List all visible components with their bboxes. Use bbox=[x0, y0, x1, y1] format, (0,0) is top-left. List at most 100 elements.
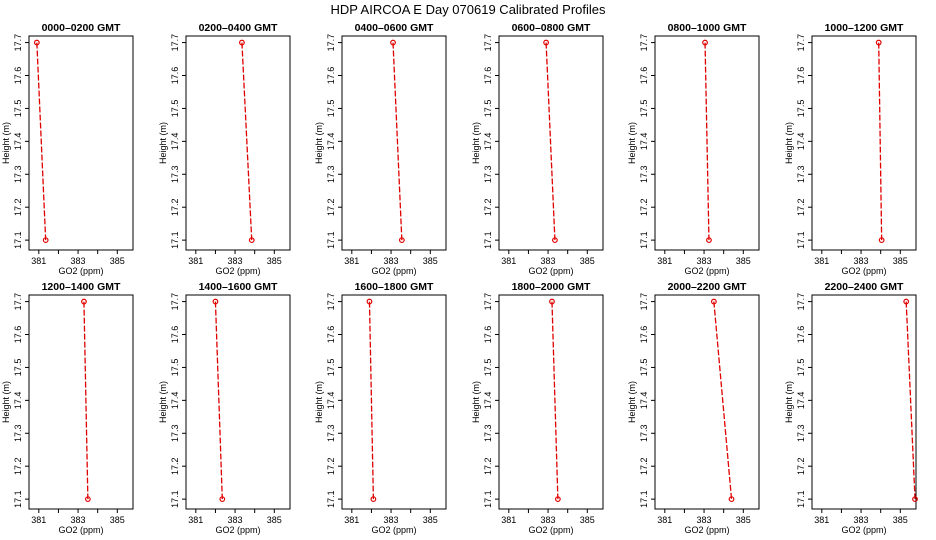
y-tick-label: 17.3 bbox=[639, 166, 649, 184]
data-point bbox=[903, 298, 910, 305]
panel-9: 1600–1800 GMT 17.1 17.2 17.3 17.4 17.5 17.6 17.… bbox=[314, 281, 447, 535]
y-tick-label: 17.1 bbox=[639, 490, 649, 508]
profile-line bbox=[392, 42, 403, 241]
x-tick-label: 381 bbox=[501, 256, 516, 266]
y-tick-label: 17.7 bbox=[796, 34, 806, 52]
y-tick-label: 17.4 bbox=[639, 392, 649, 410]
y-tick-label: 17.2 bbox=[326, 457, 336, 475]
y-tick-label: 17.3 bbox=[796, 425, 806, 443]
data-point bbox=[706, 237, 712, 244]
y-tick-label: 17.5 bbox=[483, 100, 493, 118]
panel-title: 1200–1400 GMT bbox=[42, 281, 121, 293]
y-tick-label: 17.1 bbox=[170, 231, 180, 249]
plot-frame bbox=[185, 294, 291, 510]
x-tick-label: 381 bbox=[31, 256, 46, 266]
x-tick-label: 381 bbox=[501, 515, 516, 525]
y-tick-label: 17.5 bbox=[170, 359, 180, 377]
panel-3: 0400–0600 GMT 17.1 17.2 17.3 17.4 17.5 17.6 17.… bbox=[314, 22, 447, 276]
data-point bbox=[390, 39, 396, 46]
y-tick-label: 17.4 bbox=[170, 392, 180, 410]
y-tick-label: 17.5 bbox=[639, 100, 649, 118]
profile-line bbox=[878, 42, 883, 241]
y-tick-label: 17.2 bbox=[170, 198, 180, 216]
panel-12: 2200–2400 GMT 17.1 17.2 17.3 17.4 17.5 17.6 17.… bbox=[784, 281, 918, 535]
profile-line bbox=[545, 42, 556, 241]
y-tick-label: 17.1 bbox=[326, 490, 336, 508]
data-point bbox=[81, 298, 87, 305]
data-point bbox=[710, 298, 717, 305]
y-tick-label: 17.4 bbox=[483, 392, 493, 410]
x-tick-label: 383 bbox=[228, 256, 243, 266]
profile-line bbox=[704, 42, 710, 241]
figure-title: HDP AIRCOA E Day 070619 Calibrated Profi… bbox=[330, 2, 606, 17]
y-tick-label: 17.3 bbox=[170, 166, 180, 184]
panel-title: 0600–0800 GMT bbox=[512, 22, 591, 34]
panel-title: 1400–1600 GMT bbox=[199, 281, 278, 293]
y-tick-label: 17.1 bbox=[326, 231, 336, 249]
profile-line bbox=[713, 301, 733, 500]
y-tick-label: 17.6 bbox=[639, 67, 649, 85]
y-tick-label: 17.1 bbox=[483, 490, 493, 508]
x-axis-label: GO2 (ppm) bbox=[528, 525, 573, 535]
y-tick-label: 17.4 bbox=[796, 392, 806, 410]
y-tick-label: 17.1 bbox=[13, 231, 23, 249]
panel-title: 1800–2000 GMT bbox=[512, 281, 591, 293]
profile-line bbox=[36, 42, 47, 241]
profile-line bbox=[83, 301, 89, 500]
x-tick-label: 385 bbox=[267, 256, 282, 266]
y-axis-label: Height (m) bbox=[471, 381, 481, 423]
y-axis-label: Height (m) bbox=[784, 122, 794, 164]
y-tick-label: 17.4 bbox=[483, 133, 493, 151]
y-tick-label: 17.6 bbox=[13, 67, 23, 85]
x-axis-label: GO2 (ppm) bbox=[58, 266, 103, 276]
y-tick-label: 17.4 bbox=[639, 133, 649, 151]
panel-11: 2000–2200 GMT 17.1 17.2 17.3 17.4 17.5 17.6 17.… bbox=[627, 281, 760, 535]
y-tick-label: 17.7 bbox=[639, 34, 649, 52]
y-tick-label: 17.5 bbox=[796, 359, 806, 377]
panel-title: 1000–1200 GMT bbox=[825, 22, 904, 34]
profile-line bbox=[241, 42, 253, 241]
y-tick-label: 17.5 bbox=[326, 359, 336, 377]
plot-frame bbox=[654, 35, 760, 251]
x-tick-label: 383 bbox=[71, 256, 86, 266]
y-tick-label: 17.1 bbox=[483, 231, 493, 249]
plot-frame bbox=[341, 294, 447, 510]
panel-5: 0800–1000 GMT 17.1 17.2 17.3 17.4 17.5 17.6 17.… bbox=[627, 22, 760, 276]
plot-frame bbox=[811, 294, 917, 510]
y-tick-label: 17.7 bbox=[483, 293, 493, 311]
data-point bbox=[728, 496, 735, 503]
y-tick-label: 17.4 bbox=[13, 133, 23, 151]
y-tick-label: 17.1 bbox=[639, 231, 649, 249]
y-tick-label: 17.3 bbox=[796, 166, 806, 184]
y-axis-label: Height (m) bbox=[1, 381, 11, 423]
y-tick-label: 17.2 bbox=[13, 198, 23, 216]
y-tick-label: 17.2 bbox=[483, 198, 493, 216]
data-point bbox=[552, 237, 558, 244]
data-point bbox=[543, 39, 549, 46]
y-tick-label: 17.4 bbox=[13, 392, 23, 410]
y-axis-label: Height (m) bbox=[158, 122, 168, 164]
y-axis-label: Height (m) bbox=[627, 122, 637, 164]
x-axis-label: GO2 (ppm) bbox=[684, 525, 729, 535]
data-point bbox=[212, 298, 219, 305]
plot-frame bbox=[28, 294, 134, 510]
x-tick-label: 383 bbox=[384, 515, 399, 525]
y-axis-label: Height (m) bbox=[158, 381, 168, 423]
x-axis-label: GO2 (ppm) bbox=[841, 525, 886, 535]
plot-frame bbox=[498, 35, 604, 251]
plot-frame bbox=[341, 35, 447, 251]
panel-10: 1800–2000 GMT 17.1 17.2 17.3 17.4 17.5 17.6 17.… bbox=[471, 281, 604, 535]
x-tick-label: 383 bbox=[71, 515, 86, 525]
y-tick-label: 17.1 bbox=[796, 231, 806, 249]
y-tick-label: 17.4 bbox=[326, 392, 336, 410]
y-tick-label: 17.4 bbox=[326, 133, 336, 151]
data-point bbox=[366, 298, 373, 305]
data-point bbox=[370, 496, 377, 503]
y-axis-label: Height (m) bbox=[471, 122, 481, 164]
x-tick-label: 381 bbox=[814, 256, 829, 266]
panel-4: 0600–0800 GMT 17.1 17.2 17.3 17.4 17.5 17.6 17.… bbox=[471, 22, 604, 276]
x-axis-label: GO2 (ppm) bbox=[528, 266, 573, 276]
y-tick-label: 17.7 bbox=[170, 293, 180, 311]
x-axis-label: GO2 (ppm) bbox=[371, 525, 416, 535]
